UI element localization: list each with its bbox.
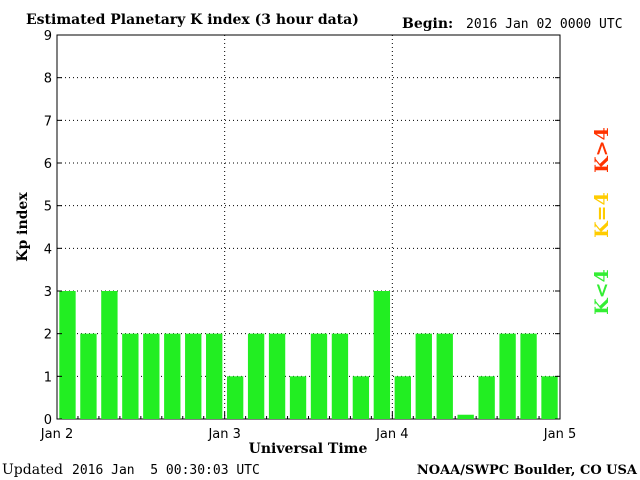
y-tick-label-9: 9 xyxy=(44,29,52,44)
kp-bar-12 xyxy=(310,333,328,419)
x-axis: Jan 2 Jan 3 Jan 4 Jan 5 xyxy=(40,412,576,442)
kp-bar-8 xyxy=(226,376,244,419)
x-axis-label: Universal Time xyxy=(249,441,368,457)
kp-bar-22 xyxy=(520,333,537,419)
kp-bar-0 xyxy=(59,291,76,419)
legend-k-less-4: K<4 xyxy=(591,269,613,315)
kp-bar-9 xyxy=(247,333,265,419)
kp-bar-2 xyxy=(101,291,118,419)
kp-bar-11 xyxy=(289,376,307,419)
kp-bar-7 xyxy=(206,333,223,419)
x-tick-label-1: Jan 3 xyxy=(207,427,240,442)
kp-bar-14 xyxy=(352,376,370,419)
legend-k-equal-4: K=4 xyxy=(591,192,613,238)
plot-area xyxy=(56,34,561,420)
kp-bar-21 xyxy=(499,333,516,419)
chart-title: Estimated Planetary K index (3 hour data… xyxy=(26,12,359,28)
x-tick-label-2: Jan 4 xyxy=(375,427,408,442)
kp-bar-15 xyxy=(373,291,391,419)
y-tick-label-0: 0 xyxy=(44,413,52,428)
kp-bar-19 xyxy=(457,414,474,419)
kp-bar-23 xyxy=(541,376,558,419)
y-tick-label-7: 7 xyxy=(44,114,52,129)
begin-value: 2016 Jan 02 0000 UTC xyxy=(466,17,623,32)
kp-bar-6 xyxy=(185,333,202,419)
y-axis: 0 1 2 3 4 5 6 7 8 9 xyxy=(44,29,560,428)
x-tick-label-0: Jan 2 xyxy=(40,427,73,442)
y-axis-label: Kp index xyxy=(15,192,31,262)
y-tick-label-3: 3 xyxy=(44,285,52,300)
kp-bar-5 xyxy=(164,333,181,419)
y-tick-label-8: 8 xyxy=(44,72,52,87)
kp-bar-18 xyxy=(436,333,453,419)
y-tick-label-5: 5 xyxy=(44,200,52,215)
legend-k-greater-4: K>4 xyxy=(591,127,613,173)
y-tick-label-6: 6 xyxy=(44,157,52,172)
kp-bar-13 xyxy=(331,333,349,419)
x-tick-label-3: Jan 5 xyxy=(543,427,576,442)
kp-bar-4 xyxy=(143,333,160,419)
kp-bar-20 xyxy=(478,376,495,419)
y-tick-label-4: 4 xyxy=(44,242,52,257)
kp-bar-1 xyxy=(80,333,97,419)
y-tick-label-2: 2 xyxy=(44,328,52,343)
updated-label: Updated xyxy=(2,462,63,478)
bars xyxy=(59,291,558,419)
updated-value: 2016 Jan 5 00:30:03 UTC xyxy=(72,463,260,478)
kp-bar-16 xyxy=(394,376,411,419)
y-tick-label-1: 1 xyxy=(44,370,52,385)
begin-label: Begin: xyxy=(402,16,453,32)
kp-bar-3 xyxy=(122,333,139,419)
grid xyxy=(57,35,560,419)
kp-bar-17 xyxy=(415,333,432,419)
kp-bar-10 xyxy=(268,333,286,419)
source-credit: NOAA/SWPC Boulder, CO USA xyxy=(417,463,638,478)
